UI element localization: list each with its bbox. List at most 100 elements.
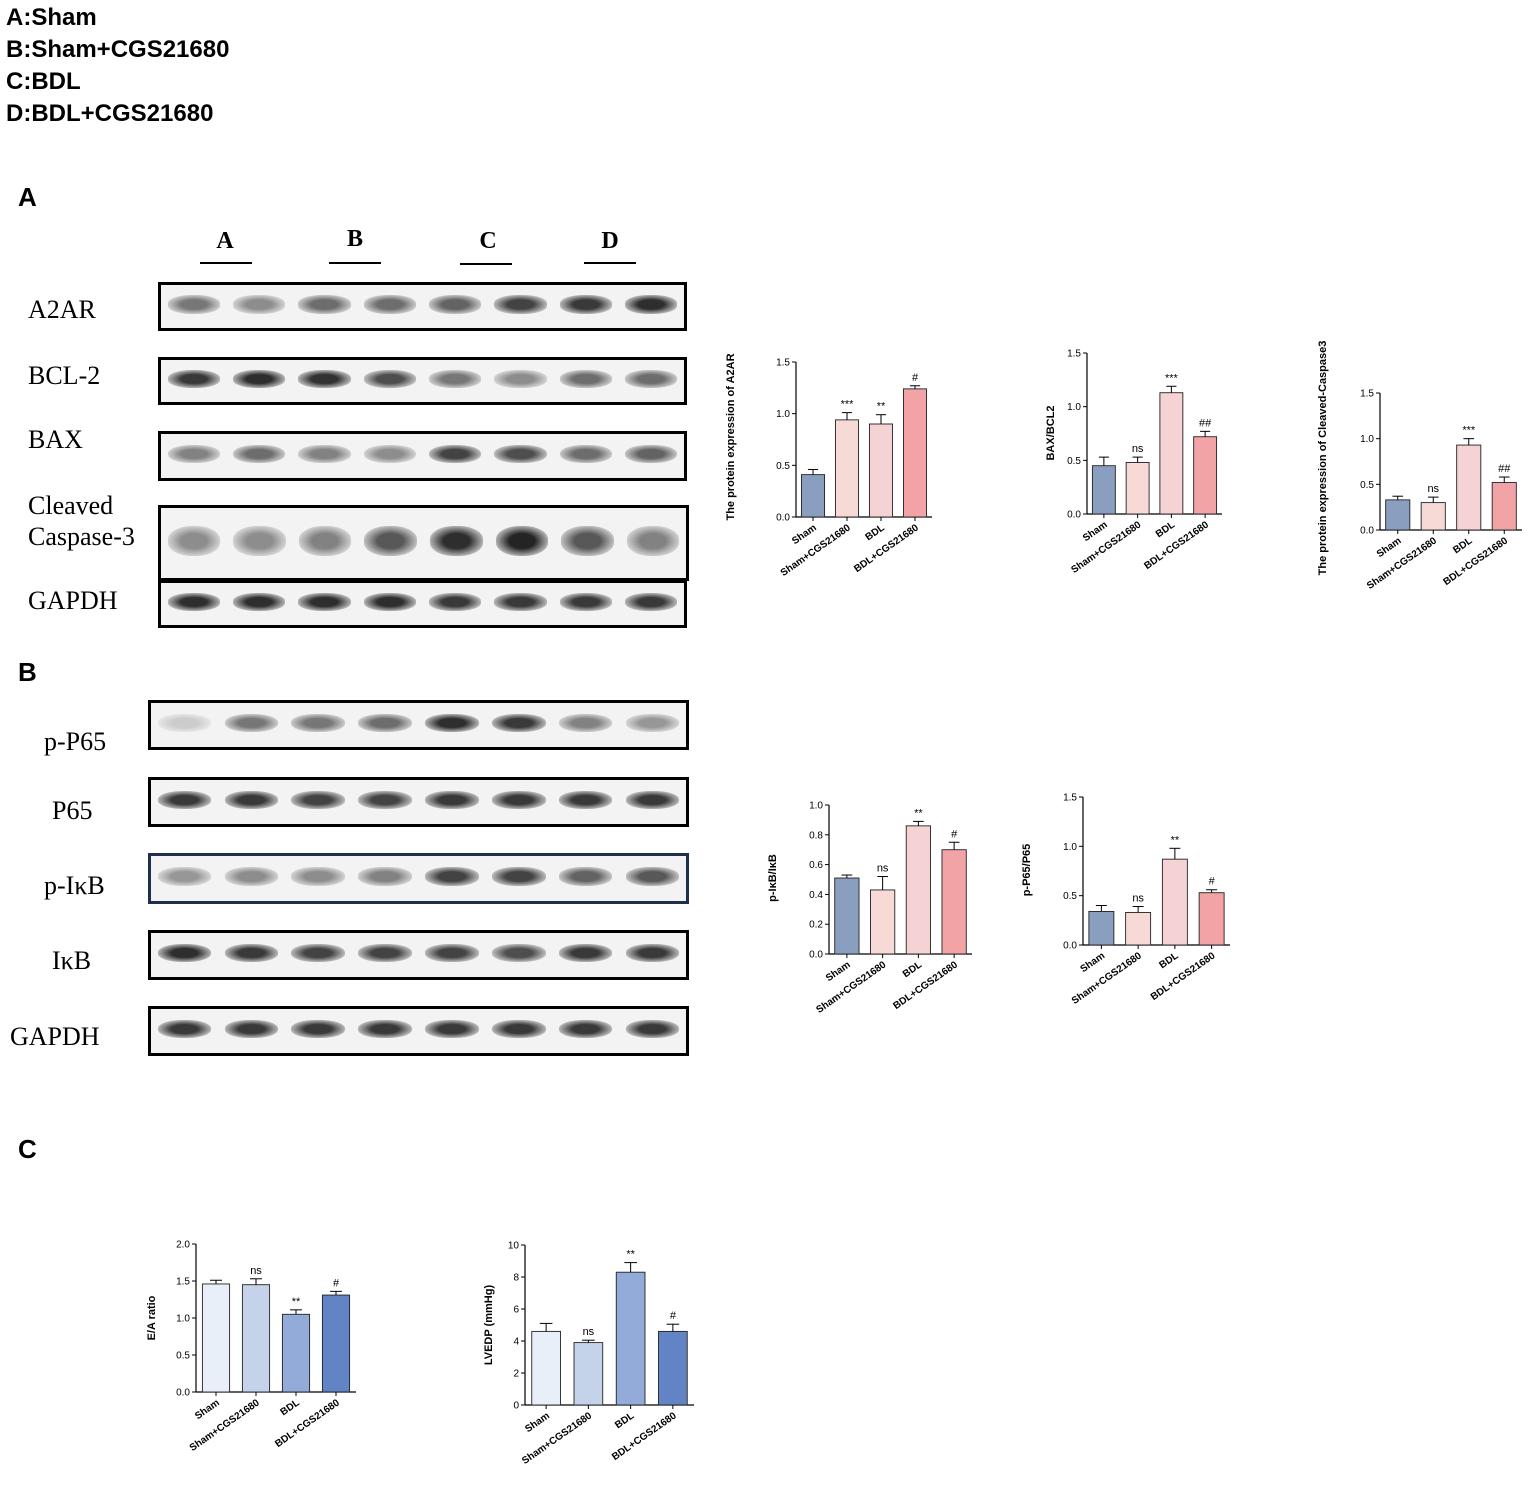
lane-group-underline: [584, 262, 636, 264]
bar: [1125, 911, 1152, 946]
y-tick-label: 0.5: [1360, 480, 1374, 491]
blot-band: [232, 295, 286, 314]
blot-strip: [148, 853, 689, 904]
y-tick-label: 0.2: [809, 920, 823, 931]
bar: [902, 388, 928, 518]
y-tick-label: 0.0: [1067, 510, 1081, 521]
x-tick-label: Sham: [1078, 950, 1107, 975]
blot-band: [494, 370, 547, 388]
blot-band: [232, 593, 286, 611]
blot-band: [558, 713, 613, 733]
y-tick-label: 0.5: [1067, 456, 1081, 467]
blot-band: [561, 526, 614, 556]
x-tick-label: Sham+CGS21680: [188, 1397, 262, 1454]
y-axis-label: p-P65/P65: [1021, 844, 1033, 897]
blot-band: [559, 593, 613, 611]
blot-band: [425, 943, 479, 963]
x-tick-label: BDL: [1154, 519, 1177, 540]
blot-label: p-IκB: [44, 871, 105, 900]
blot-band: [558, 867, 613, 886]
blot-band: [224, 943, 279, 963]
bar: [941, 849, 967, 955]
blot-band: [492, 713, 546, 733]
x-tick-label: BDL+CGS21680: [1142, 519, 1211, 572]
bar: [834, 419, 860, 518]
bar: [1159, 392, 1184, 515]
significance-label: ns: [1427, 483, 1439, 495]
bar: [868, 423, 894, 518]
significance-label: #: [1209, 876, 1216, 888]
group-legend: A:Sham B:Sham+CGS21680 C:BDL D:BDL+CGS21…: [6, 2, 229, 130]
y-tick-label: 1.0: [776, 409, 790, 420]
bar: [573, 1342, 604, 1406]
blot-band: [157, 867, 212, 886]
significance-label: ns: [877, 863, 889, 875]
bar: [1385, 499, 1411, 531]
bar: [870, 889, 896, 955]
blot-band: [224, 790, 279, 810]
blot-band: [358, 1019, 412, 1039]
x-tick-label: Sham+CGS21680: [779, 522, 853, 579]
blot-strip: [148, 777, 689, 827]
x-tick-label: BDL: [864, 522, 887, 543]
y-tick-label: 0.8: [809, 830, 823, 841]
blot-band: [425, 1019, 479, 1039]
blot-band: [358, 943, 412, 963]
significance-label: #: [670, 1310, 677, 1322]
x-tick-label: BDL+CGS21680: [1442, 535, 1511, 588]
bar: [1091, 465, 1116, 515]
y-axis-label: p-IκB/IκB: [767, 854, 779, 902]
blot-band: [492, 1019, 546, 1039]
blot-band: [559, 444, 613, 464]
blot-band: [298, 593, 351, 611]
y-axis-label: LVEDP (mmHg): [483, 1285, 495, 1366]
significance-label: ns: [1132, 443, 1144, 455]
panel-label-c: C: [18, 1134, 37, 1164]
y-tick-label: 10: [508, 1241, 520, 1252]
lane-group-header: A: [216, 228, 234, 254]
blot-band: [625, 943, 680, 963]
y-tick-label: 0.4: [809, 890, 823, 901]
y-axis-label: The protein expression of Cleaved-Caspas…: [1317, 341, 1329, 576]
y-tick-label: 1.5: [1067, 349, 1081, 360]
y-tick-label: 1.5: [1063, 793, 1077, 804]
blot-band: [425, 867, 479, 886]
blot-strip: [158, 431, 687, 481]
x-tick-label: Sham: [523, 1410, 552, 1435]
significance-label: **: [914, 807, 923, 819]
lane-group-underline: [329, 262, 381, 264]
y-tick-label: 0.0: [776, 513, 790, 524]
y-tick-label: 4: [513, 1337, 519, 1348]
bar: [241, 1284, 271, 1393]
x-tick-label: BDL: [1451, 535, 1474, 556]
blot-strip: [148, 700, 689, 750]
y-tick-label: 1.0: [809, 801, 823, 812]
bar: [1420, 502, 1446, 531]
blot-band: [358, 790, 412, 810]
significance-label: **: [626, 1249, 635, 1261]
significance-label: #: [333, 1277, 340, 1289]
y-tick-label: 1.0: [1067, 402, 1081, 413]
blot-band: [625, 593, 678, 611]
x-tick-label: Sham+CGS21680: [520, 1410, 594, 1467]
x-tick-label: Sham: [824, 959, 853, 984]
blot-band: [625, 370, 678, 388]
x-tick-label: Sham: [1081, 519, 1110, 544]
blot-band: [358, 867, 412, 886]
blot-band: [559, 295, 613, 314]
bar: [321, 1294, 351, 1393]
blot-band: [625, 1019, 680, 1039]
blot-band: [429, 593, 482, 611]
lane-group-underline: [200, 262, 252, 264]
y-tick-label: 0.6: [809, 860, 823, 871]
blot-label: A2AR: [28, 295, 96, 324]
blot-band: [494, 295, 547, 314]
blot-band: [558, 790, 613, 810]
blot-band: [167, 370, 220, 388]
blot-band: [625, 867, 680, 886]
y-tick-label: 0.5: [1063, 891, 1077, 902]
